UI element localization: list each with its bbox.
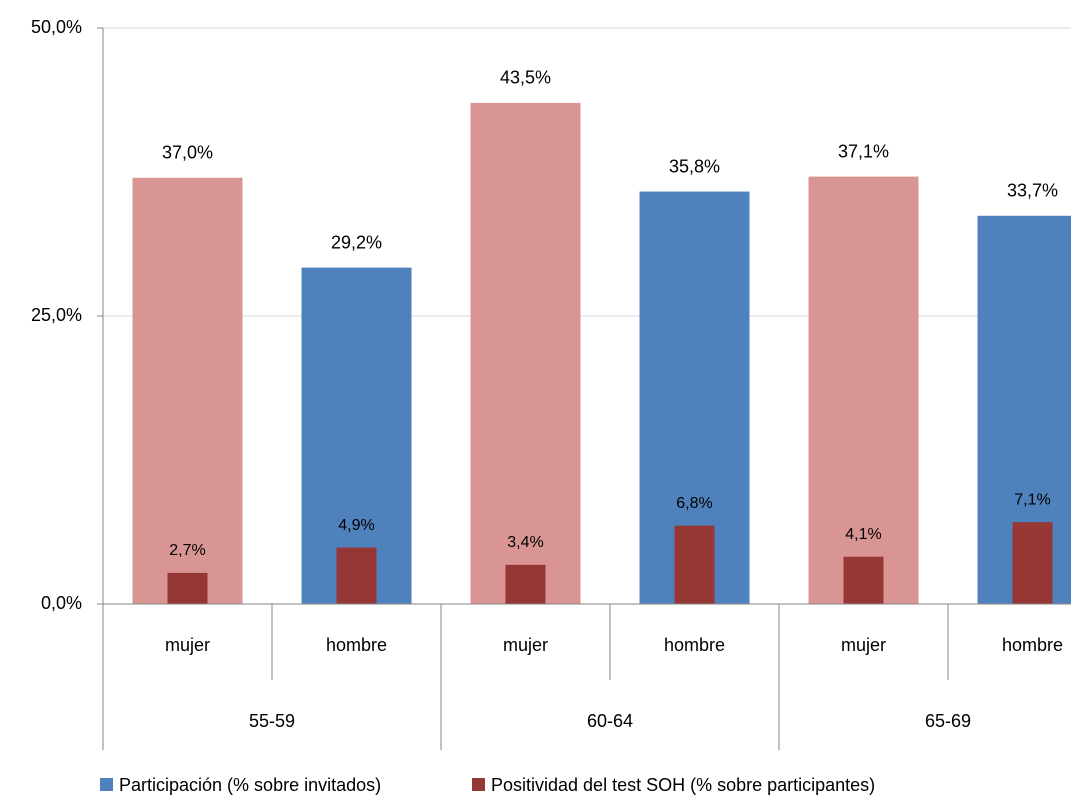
group-label: 60-64 [587,711,633,731]
bar [470,102,581,604]
bar [1012,522,1053,604]
y-tick-label: 0,0% [41,593,82,613]
data-label: 43,5% [500,68,551,88]
data-label: 29,2% [331,232,382,252]
y-tick-label: 25,0% [31,305,82,325]
x-tick-label: hombre [326,635,387,655]
bar [843,556,884,604]
bar [132,177,243,604]
bar [808,176,919,604]
x-tick-label: mujer [165,635,210,655]
data-label: 4,9% [338,517,374,534]
bar [336,547,377,604]
bar [167,572,208,604]
bar [674,525,715,604]
legend-label: Participación (% sobre invitados) [119,775,381,795]
x-tick-label: hombre [1002,635,1063,655]
data-label: 6,8% [676,495,712,512]
x-tick-label: mujer [841,635,886,655]
group-label: 55-59 [249,711,295,731]
data-label: 35,8% [669,156,720,176]
x-tick-label: mujer [503,635,548,655]
y-tick-label: 50,0% [31,17,82,37]
data-label: 37,0% [162,143,213,163]
bar [505,564,546,604]
data-label: 7,1% [1014,491,1050,508]
group-label: 65-69 [925,711,971,731]
data-label: 33,7% [1007,181,1058,201]
data-label: 2,7% [169,542,205,559]
legend-label: Positividad del test SOH (% sobre partic… [491,775,875,795]
data-label: 4,1% [845,526,881,543]
data-label: 37,1% [838,141,889,161]
legend-swatch [100,778,113,791]
data-label: 3,4% [507,534,543,551]
x-tick-label: hombre [664,635,725,655]
legend-swatch [472,778,485,791]
